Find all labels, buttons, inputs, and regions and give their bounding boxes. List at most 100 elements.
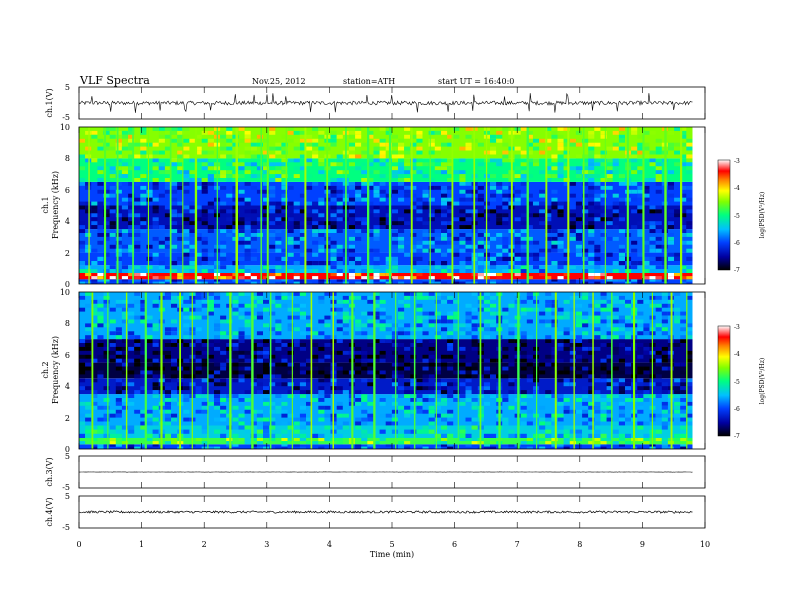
ch2-spec-speckle — [244, 390, 251, 394]
ch2-spec-speckle — [152, 303, 159, 308]
ch1-spec-speckle — [348, 134, 355, 139]
ch1-spec-speckle — [183, 229, 190, 233]
ch2-spec-speckle — [526, 409, 533, 414]
ch2-spec-speckle — [361, 358, 368, 363]
ch1-spec-speckle — [575, 244, 582, 249]
ch1-spec-speckle — [256, 281, 263, 284]
ch2-spec-speckle — [428, 346, 435, 351]
ch2-spec-speckle — [207, 292, 214, 296]
ch1-spec-speckle — [207, 174, 214, 178]
ch1-spec-speckle — [367, 201, 374, 206]
ch1-spec-speckle — [428, 127, 435, 131]
ch1-spec-speckle — [348, 185, 355, 190]
ch1-spec-speckle — [502, 221, 509, 226]
ch2-spec-speckle — [201, 343, 208, 347]
ch2-spec-speckle — [367, 362, 374, 367]
ch1-spec-speckle — [158, 138, 165, 143]
ch1-spec-speckle — [103, 209, 110, 214]
ch1-spec-speckle — [85, 205, 92, 210]
ch1-spec-speckle — [588, 221, 595, 226]
ch1-colorbar-tick-neg7: -7 — [734, 267, 740, 274]
ch2-spec-speckle — [121, 339, 128, 343]
ch2-spec-speckle — [232, 370, 239, 375]
ch1-spec-speckle — [686, 248, 693, 253]
ch2-spec-speckle — [361, 433, 368, 438]
ch1-spec-speckle — [367, 170, 374, 175]
ch2-spec-speckle — [643, 386, 650, 391]
ch2-spec-speckle — [195, 390, 202, 394]
ch1-spec-speckle — [201, 248, 208, 253]
ch2-spec-speckle — [459, 354, 466, 359]
ch1-spec-speckle — [158, 193, 165, 198]
ch1-spec-speckle — [330, 130, 337, 135]
ch1-spec-speckle — [404, 185, 411, 190]
ch2-spec-speckle — [575, 438, 582, 442]
ch2-spec-speckle — [109, 307, 116, 312]
ch1-spec-speckle — [477, 162, 484, 167]
ch2-spec-speckle — [183, 417, 190, 422]
ch1-spec-speckle — [244, 146, 251, 151]
ch2-spec-speckle — [214, 303, 221, 308]
ch2-spec-sferic-31 — [686, 292, 688, 449]
ch1-spec-speckle — [575, 154, 582, 159]
ch2-spec-speckle — [324, 386, 331, 391]
ch1-spec-speckle — [434, 185, 441, 190]
ch2-spec-speckle — [361, 370, 368, 375]
ch1-spec-speckle — [91, 217, 98, 222]
ch1-spec-speckle — [643, 197, 650, 202]
ch2-spec-speckle — [625, 331, 632, 336]
ch1-spec-sferic-23 — [510, 127, 513, 284]
ch1-spec-speckle — [410, 158, 417, 163]
ch1-spec-speckle — [582, 225, 589, 229]
ch2-spec-speckle — [85, 346, 92, 351]
ch2-spec-speckle — [434, 413, 441, 418]
ch2-spec-speckle — [655, 382, 662, 387]
ch2-spec-speckle — [459, 382, 466, 387]
ch2-spec-speckle — [398, 311, 405, 316]
ch2-spec-speckle — [600, 446, 607, 449]
time-tick-label-0: 0 — [76, 540, 81, 549]
ch2-spec-speckle — [97, 444, 104, 447]
ch2-spec-speckle — [404, 362, 411, 367]
ch1-spec-speckle — [490, 193, 497, 198]
ch2-spec-speckle — [428, 354, 435, 359]
ch1-spec-speckle — [674, 256, 681, 261]
ch1-spec-speckle — [496, 233, 503, 237]
ch1-spec-speckle — [134, 213, 141, 218]
ch1-spec-speckle — [533, 252, 540, 257]
ch1-spec-speckle — [655, 229, 662, 233]
ch1-spec-speckle — [312, 269, 319, 273]
ch1-spec-speckle — [655, 170, 662, 175]
ch2-spectrogram-panel: 10 8 6 4 2 0 ch.2 Frequency (kHz) -3 -4 … — [41, 288, 766, 454]
ch2-spec-speckle — [256, 299, 263, 304]
ch2-spec-speckle — [606, 331, 613, 336]
ch1-spec-speckle — [146, 225, 153, 229]
ch1-spec-speckle — [459, 279, 466, 282]
ch2-spec-speckle — [471, 417, 478, 422]
ch2-spec-speckle — [128, 331, 135, 336]
ch1-spec-speckle — [158, 166, 165, 171]
ch2-spec-speckle — [502, 307, 509, 312]
ch2-spec-speckle — [121, 303, 128, 308]
ch1-spec-speckle — [373, 261, 380, 266]
ch2-spec-speckle — [109, 444, 116, 447]
ch2-spec-speckle — [606, 394, 613, 398]
ch1-spec-speckle — [582, 281, 589, 284]
ch1-spec-speckle — [680, 213, 687, 218]
ch2-spec-speckle — [625, 303, 632, 308]
ch1-spec-speckle — [526, 201, 533, 206]
ch1-spec-speckle — [244, 138, 251, 143]
ch1-spec-speckle — [398, 197, 405, 202]
ch2-spec-speckle — [336, 438, 343, 442]
ch1-spec-speckle — [281, 185, 288, 190]
ch1-spec-sferic-15 — [345, 127, 347, 284]
ch1-spec-speckle — [545, 178, 552, 182]
ch1-spec-speckle — [490, 281, 497, 284]
ch2-spec-speckle — [625, 433, 632, 438]
ch1-spec-speckle — [631, 150, 638, 155]
ch1-spec-speckle — [385, 181, 392, 186]
ch2-spec-speckle — [164, 386, 171, 391]
ch1-spec-speckle — [177, 170, 184, 175]
ch2-spec-speckle — [275, 339, 282, 343]
ch2-spec-speckle — [128, 311, 135, 316]
